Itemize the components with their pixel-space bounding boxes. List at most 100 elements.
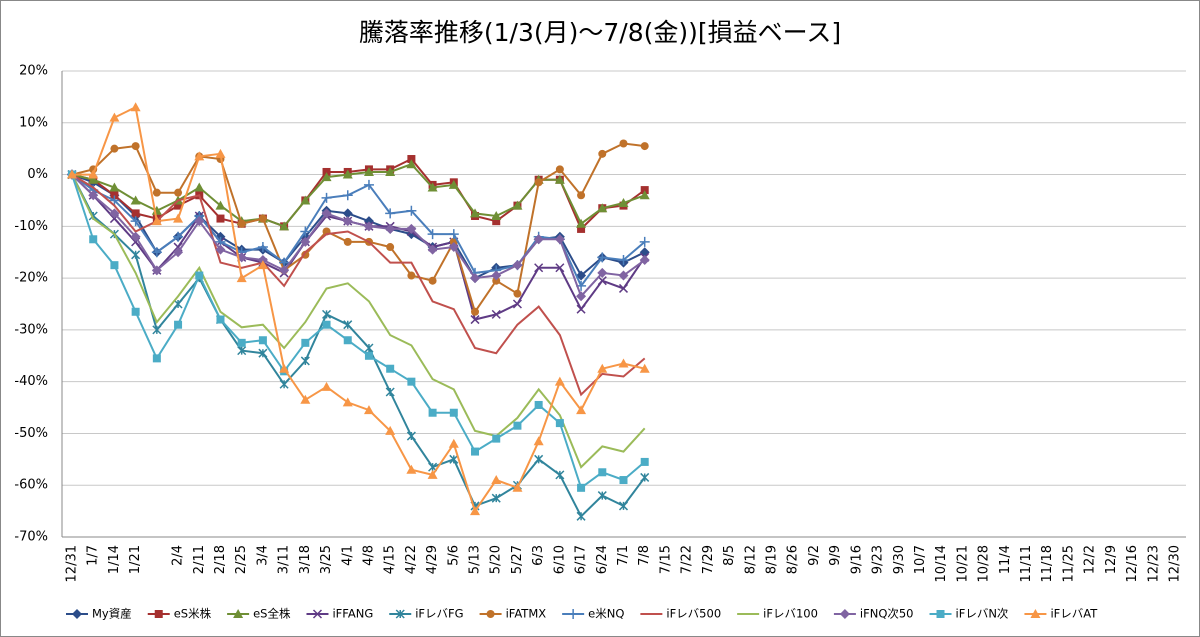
marker bbox=[470, 208, 481, 218]
marker bbox=[597, 252, 608, 263]
marker bbox=[257, 242, 268, 253]
marker bbox=[576, 405, 587, 415]
marker bbox=[257, 254, 268, 265]
x-tick-label: 5/13 bbox=[468, 545, 483, 574]
marker bbox=[279, 221, 290, 231]
marker bbox=[279, 379, 289, 389]
marker bbox=[533, 436, 544, 446]
x-tick-label: 3/11 bbox=[277, 545, 292, 574]
legend-label: iFレバFG bbox=[415, 607, 463, 621]
marker bbox=[215, 148, 226, 158]
marker bbox=[154, 610, 163, 618]
marker bbox=[342, 216, 353, 227]
marker bbox=[343, 237, 352, 246]
marker bbox=[577, 191, 586, 200]
marker bbox=[448, 242, 459, 253]
x-tick-label: 7/1 bbox=[616, 545, 631, 566]
x-tick-label: 9/16 bbox=[849, 545, 864, 574]
marker bbox=[110, 191, 119, 200]
marker bbox=[88, 169, 99, 179]
marker bbox=[448, 179, 459, 189]
marker bbox=[216, 315, 225, 324]
marker bbox=[130, 195, 141, 205]
marker bbox=[407, 377, 416, 386]
marker bbox=[194, 182, 205, 192]
marker bbox=[534, 263, 544, 273]
marker bbox=[533, 234, 544, 245]
marker bbox=[618, 270, 629, 281]
x-tick-label: 9/23 bbox=[871, 545, 886, 574]
marker bbox=[194, 216, 205, 227]
marker bbox=[300, 394, 311, 404]
x-tick-label: 12/23 bbox=[1146, 545, 1161, 582]
marker bbox=[152, 354, 161, 363]
marker bbox=[258, 336, 267, 345]
legend-label: My資産 bbox=[92, 607, 132, 621]
marker bbox=[215, 200, 226, 210]
series-line bbox=[71, 173, 646, 288]
x-tick-label: 5/27 bbox=[510, 545, 525, 574]
series bbox=[67, 102, 650, 516]
marker bbox=[640, 457, 649, 466]
x-tick-label: 11/25 bbox=[1061, 545, 1076, 582]
marker bbox=[151, 247, 162, 258]
marker bbox=[512, 299, 522, 309]
marker bbox=[258, 214, 267, 223]
marker bbox=[195, 271, 204, 280]
x-tick-label: 7/22 bbox=[680, 545, 695, 574]
marker bbox=[300, 236, 311, 247]
marker bbox=[639, 254, 650, 265]
marker bbox=[110, 261, 119, 270]
x-tick-label: 6/17 bbox=[574, 545, 589, 574]
marker bbox=[491, 309, 501, 319]
marker bbox=[110, 144, 119, 153]
marker bbox=[597, 363, 608, 373]
marker bbox=[554, 234, 565, 245]
marker bbox=[618, 198, 629, 208]
marker bbox=[449, 454, 459, 464]
marker bbox=[576, 218, 587, 228]
marker bbox=[88, 174, 99, 184]
marker bbox=[385, 223, 396, 234]
marker bbox=[513, 421, 522, 430]
marker bbox=[640, 186, 649, 195]
x-tick-label: 3/25 bbox=[319, 545, 334, 574]
marker bbox=[236, 273, 247, 283]
marker bbox=[322, 309, 332, 319]
marker bbox=[386, 364, 395, 373]
marker bbox=[491, 210, 502, 220]
marker bbox=[385, 166, 396, 176]
x-tick-label: 9/2 bbox=[807, 545, 822, 566]
marker bbox=[109, 208, 120, 219]
marker bbox=[301, 338, 310, 347]
marker bbox=[342, 190, 353, 201]
marker bbox=[619, 476, 628, 485]
series-line bbox=[71, 173, 646, 397]
marker bbox=[618, 358, 629, 368]
marker bbox=[343, 336, 352, 345]
marker bbox=[448, 438, 459, 448]
legend-label: iFATMX bbox=[506, 607, 547, 621]
marker bbox=[152, 188, 161, 197]
marker bbox=[936, 610, 945, 618]
x-tick-label: 8/5 bbox=[722, 545, 737, 566]
marker bbox=[322, 167, 331, 176]
marker bbox=[471, 447, 480, 456]
marker bbox=[486, 610, 495, 618]
marker bbox=[173, 299, 183, 309]
marker bbox=[597, 203, 608, 213]
marker bbox=[470, 273, 481, 284]
marker bbox=[386, 243, 395, 252]
marker bbox=[555, 470, 565, 480]
marker bbox=[67, 169, 77, 179]
x-tick-label: 11/11 bbox=[1019, 545, 1034, 582]
series-line bbox=[71, 163, 646, 228]
marker bbox=[343, 320, 353, 330]
y-tick-label: -70% bbox=[14, 530, 48, 545]
legend-label: eS全株 bbox=[253, 607, 291, 621]
series-line bbox=[72, 105, 645, 514]
marker bbox=[173, 247, 184, 258]
marker bbox=[395, 609, 405, 619]
marker bbox=[109, 195, 120, 206]
marker bbox=[554, 174, 565, 184]
